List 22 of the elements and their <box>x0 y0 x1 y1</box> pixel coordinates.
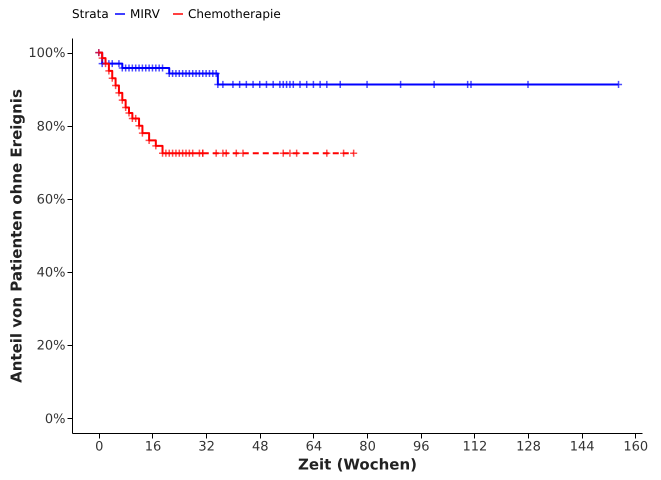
y-axis-title: Anteil von Patienten ohne Ereignis <box>7 89 26 383</box>
legend-label: MIRV <box>130 7 161 21</box>
x-tick-label: 160 <box>623 440 648 454</box>
x-tick-label: 112 <box>462 440 488 454</box>
x-tick-label: 0 <box>95 440 104 454</box>
x-tick-label: 48 <box>252 440 269 454</box>
legend-label: Chemotherapie <box>188 7 281 21</box>
x-tick-label: 80 <box>359 440 376 454</box>
y-tick-label: 0% <box>44 412 66 427</box>
x-tick-label: 128 <box>516 440 541 454</box>
x-tick-label: 64 <box>306 440 322 454</box>
y-tick-label: 20% <box>36 338 66 354</box>
legend-title: Strata <box>72 7 109 21</box>
y-tick-label: 80% <box>36 119 66 134</box>
y-tick-label: 100% <box>28 46 66 62</box>
x-tick-label: 16 <box>144 440 162 454</box>
x-axis-title: Zeit (Wochen) <box>298 456 418 474</box>
x-tick-label: 144 <box>570 440 595 454</box>
x-tick-label: 32 <box>198 440 215 454</box>
x-tick-label: 96 <box>412 440 430 454</box>
y-tick-label: 40% <box>36 266 66 281</box>
y-tick-label: 60% <box>36 192 66 208</box>
